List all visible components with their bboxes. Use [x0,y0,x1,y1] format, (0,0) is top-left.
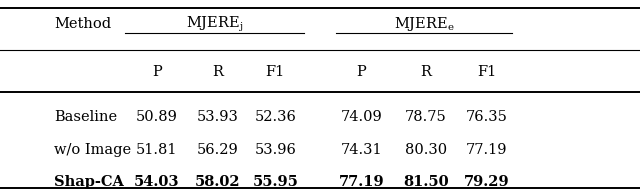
Text: 51.81: 51.81 [136,143,177,157]
Text: P: P [356,65,367,79]
Text: 58.02: 58.02 [195,175,241,189]
Text: Baseline: Baseline [54,110,118,124]
Text: R: R [212,65,223,79]
Text: 78.75: 78.75 [404,110,447,124]
Text: 52.36: 52.36 [254,110,296,124]
Text: Shap-CA: Shap-CA [54,175,124,189]
Text: 50.89: 50.89 [136,110,178,124]
Text: 80.30: 80.30 [404,143,447,157]
Text: 53.93: 53.93 [196,110,239,124]
Text: P: P [152,65,162,79]
Text: R: R [420,65,431,79]
Text: 53.96: 53.96 [254,143,296,157]
Text: MJERE$_\mathregular{j}$: MJERE$_\mathregular{j}$ [186,14,243,34]
Text: 55.95: 55.95 [252,175,298,189]
Text: 77.19: 77.19 [339,175,385,189]
Text: 74.09: 74.09 [340,110,383,124]
Text: 77.19: 77.19 [466,143,507,157]
Text: 54.03: 54.03 [134,175,180,189]
Text: w/o Image: w/o Image [54,143,132,157]
Text: MJERE$_\mathregular{e}$: MJERE$_\mathregular{e}$ [394,15,454,33]
Text: 76.35: 76.35 [465,110,508,124]
Text: F1: F1 [266,65,285,79]
Text: F1: F1 [477,65,496,79]
Text: 79.29: 79.29 [463,175,509,189]
Text: 56.29: 56.29 [196,143,239,157]
Text: 81.50: 81.50 [403,175,449,189]
Text: Method: Method [54,17,111,31]
Text: 74.31: 74.31 [340,143,383,157]
